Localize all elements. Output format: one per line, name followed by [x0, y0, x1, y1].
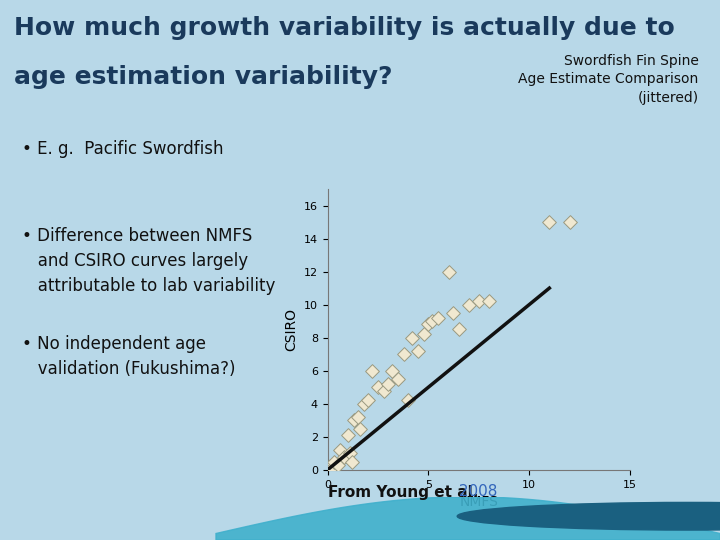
Text: • Difference between NMFS
   and CSIRO curves largely
   attributable to lab var: • Difference between NMFS and CSIRO curv…	[22, 227, 275, 295]
Point	[366, 366, 378, 375]
Point	[372, 383, 384, 391]
Circle shape	[457, 502, 720, 530]
Point	[348, 416, 359, 424]
Text: Swordfish Fin Spine
Age Estimate Comparison
(jittered): Swordfish Fin Spine Age Estimate Compari…	[518, 54, 698, 105]
Point	[447, 308, 459, 317]
Point	[473, 297, 485, 306]
Point	[382, 380, 394, 388]
Point	[433, 314, 444, 322]
Point	[387, 366, 398, 375]
Point	[483, 297, 495, 306]
Point	[362, 396, 374, 405]
Point	[344, 449, 356, 457]
Polygon shape	[216, 497, 720, 540]
Point	[453, 325, 464, 334]
Text: age estimation variability?: age estimation variability?	[14, 65, 393, 89]
Point	[332, 461, 343, 469]
Point	[378, 386, 390, 395]
Point	[427, 317, 438, 326]
Point	[392, 375, 404, 383]
Y-axis label: CSIRO: CSIRO	[284, 308, 298, 351]
Point	[407, 333, 418, 342]
Point	[338, 453, 349, 461]
Point	[352, 413, 364, 421]
Point	[402, 396, 414, 405]
Point	[418, 330, 430, 339]
Point	[564, 218, 575, 226]
Point	[346, 457, 358, 466]
X-axis label: NMFS: NMFS	[459, 495, 498, 509]
Point	[423, 320, 434, 329]
Text: 2008: 2008	[454, 484, 497, 500]
Point	[324, 462, 336, 471]
Text: • No independent age
   validation (Fukushima?): • No independent age validation (Fukushi…	[22, 335, 235, 378]
Text: • E. g.  Pacific Swordfish: • E. g. Pacific Swordfish	[22, 140, 223, 158]
Point	[342, 431, 354, 440]
Point	[463, 300, 474, 309]
Text: How much growth variability is actually due to: How much growth variability is actually …	[14, 16, 675, 40]
Point	[326, 464, 338, 472]
Point	[358, 400, 369, 408]
Point	[354, 424, 366, 433]
Point	[443, 267, 454, 276]
Point	[544, 218, 555, 226]
Point	[413, 347, 424, 355]
Point	[334, 446, 346, 454]
Text: From Young et al.: From Young et al.	[328, 484, 478, 500]
Point	[398, 350, 410, 359]
Point	[328, 457, 339, 466]
